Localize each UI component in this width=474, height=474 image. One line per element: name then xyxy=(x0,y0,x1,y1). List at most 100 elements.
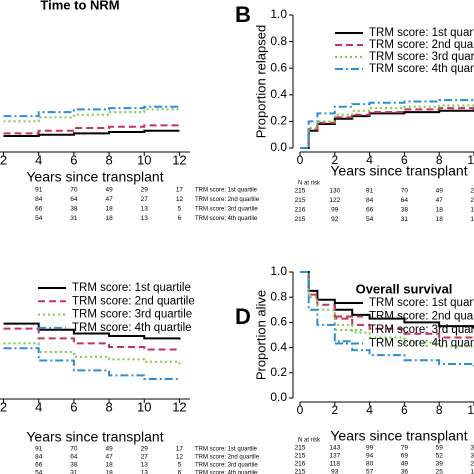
at-risk-count: 79 xyxy=(401,445,409,452)
at-risk-count: 54 xyxy=(35,470,43,474)
x-tick-label: 8 xyxy=(436,153,443,167)
legend-label: TRM score: 3rd quartile xyxy=(369,51,474,63)
survival-curve xyxy=(3,342,181,365)
survival-curve xyxy=(3,129,180,138)
at-risk-count: 93 xyxy=(331,469,339,474)
x-tick-label: 0 xyxy=(297,153,304,167)
legend-label: TRM score: 4th quartile xyxy=(72,322,192,334)
at-risk-count: 91 xyxy=(366,188,374,195)
at-risk-count: 47 xyxy=(436,197,444,204)
x-axis-label: Years since transplant xyxy=(330,428,467,444)
x-tick-label: 6 xyxy=(70,152,77,167)
y-tick-label: 1.0 xyxy=(270,264,287,278)
y-tick-label: 0.6 xyxy=(270,315,287,329)
at-risk-count: 13 xyxy=(141,462,149,469)
x-tick-label: 12 xyxy=(172,399,186,414)
at-risk-count: 215 xyxy=(295,445,306,452)
x-tick-label: 8 xyxy=(436,403,443,417)
survival-curve xyxy=(3,108,181,123)
at-risk-count: 31 xyxy=(401,216,409,223)
at-risk-count: 130 xyxy=(329,188,340,195)
legend-label: TRM score: 2nd quartile xyxy=(369,311,474,323)
at-risk-count: 13 xyxy=(470,216,474,223)
panel-label: B xyxy=(235,2,251,27)
at-risk-count: 57 xyxy=(366,469,374,474)
legend-label: TRM score: 2nd quartile xyxy=(72,295,195,307)
curves xyxy=(300,99,474,149)
at-risk-count: 18 xyxy=(105,462,113,469)
at-risk-count: 66 xyxy=(35,206,43,213)
curves xyxy=(300,271,474,367)
at-risk-count: 80 xyxy=(366,461,374,468)
x-tick-label: 12 xyxy=(172,152,186,167)
y-tick-label: 1.0 xyxy=(270,7,287,21)
at-risk-count: 18 xyxy=(105,206,113,213)
at-risk-count: 49 xyxy=(105,187,113,194)
at-risk-count: 69 xyxy=(401,453,409,460)
x-tick-label: 4 xyxy=(366,153,373,167)
at-risk-count: 13 xyxy=(141,470,149,474)
survival-curve xyxy=(300,107,474,149)
legend-label: TRM score: 4th quartile xyxy=(369,63,474,75)
x-tick-label: 6 xyxy=(401,153,408,167)
at-risk-count: 143 xyxy=(329,445,340,452)
at-risk-count: 38 xyxy=(70,206,78,213)
legend-label: TRM score: 1st quartile xyxy=(369,27,474,39)
legend-label: TRM score: 4th quartile xyxy=(369,338,474,350)
survival-curve xyxy=(300,271,474,367)
x-tick-label: 2 xyxy=(331,403,338,417)
at-risk-count: 137 xyxy=(329,453,340,460)
at-risk-count: 36 xyxy=(401,469,409,474)
legend-label: TRM score: 1st quartile xyxy=(369,297,474,309)
x-tick-label: 2 xyxy=(0,152,7,167)
y-tick-label: 0.6 xyxy=(270,60,287,74)
y-tick-label: 0.2 xyxy=(270,365,287,379)
at-risk-label: TRM score: 2nd quartile xyxy=(195,455,260,461)
at-risk-count: 18 xyxy=(436,207,444,214)
at-risk-count: 70 xyxy=(70,446,78,453)
at-risk-count: 27 xyxy=(141,454,149,461)
at-risk-count: 52 xyxy=(436,453,444,460)
at-risk-count: 25 xyxy=(436,469,444,474)
at-risk-count: 66 xyxy=(35,462,43,469)
at-risk-count: 215 xyxy=(295,216,306,223)
at-risk-count: 17 xyxy=(176,446,184,453)
at-risk-count: 54 xyxy=(35,215,43,222)
at-risk-count: 84 xyxy=(366,197,374,204)
at-risk-label: TRM score: 3rd quartile xyxy=(195,463,258,469)
at-risk-count: 216 xyxy=(295,207,306,214)
at-risk-count: 29 xyxy=(141,446,149,453)
at-risk-label: TRM score: 1st quartile xyxy=(195,188,258,194)
x-tick-label: 4 xyxy=(35,399,42,414)
at-risk-count: 49 xyxy=(401,461,409,468)
x-axis-label: Years since transplant xyxy=(330,163,467,179)
at-risk-count: 17 xyxy=(176,187,184,194)
at-risk-count: 92 xyxy=(331,216,339,223)
survival-curve xyxy=(3,347,181,381)
x-tick-label: 10 xyxy=(467,153,474,167)
y-tick-label: 0.4 xyxy=(270,340,287,354)
x-tick-label: 4 xyxy=(35,152,42,167)
at-risk-count: 33 xyxy=(470,453,474,460)
panel-label: D xyxy=(235,304,251,329)
x-tick-label: 4 xyxy=(366,403,373,417)
chart-title: Time to NRM xyxy=(40,0,119,12)
at-risk-label: TRM score: 1st quartile xyxy=(195,447,258,453)
legend-label: TRM score: 3rd quartile xyxy=(369,324,474,336)
at-risk-count: 15 xyxy=(470,469,474,474)
at-risk-count: 49 xyxy=(105,446,113,453)
at-risk-count: 12 xyxy=(176,196,184,203)
y-axis-label: Proportion alive xyxy=(253,290,268,380)
x-tick-label: 6 xyxy=(70,399,77,414)
x-tick-label: 6 xyxy=(401,403,408,417)
y-tick-label: 0.0 xyxy=(270,390,287,404)
at-risk-label: TRM score: 4th quartile xyxy=(195,471,258,474)
y-axis-label: Proportion relapsed xyxy=(253,25,268,138)
at-risk-count: 64 xyxy=(401,197,409,204)
at-risk-count: 22 xyxy=(470,461,474,468)
at-risk-count: 6 xyxy=(178,215,182,222)
at-risk-count: 38 xyxy=(401,207,409,214)
at-risk-count: 64 xyxy=(70,454,78,461)
